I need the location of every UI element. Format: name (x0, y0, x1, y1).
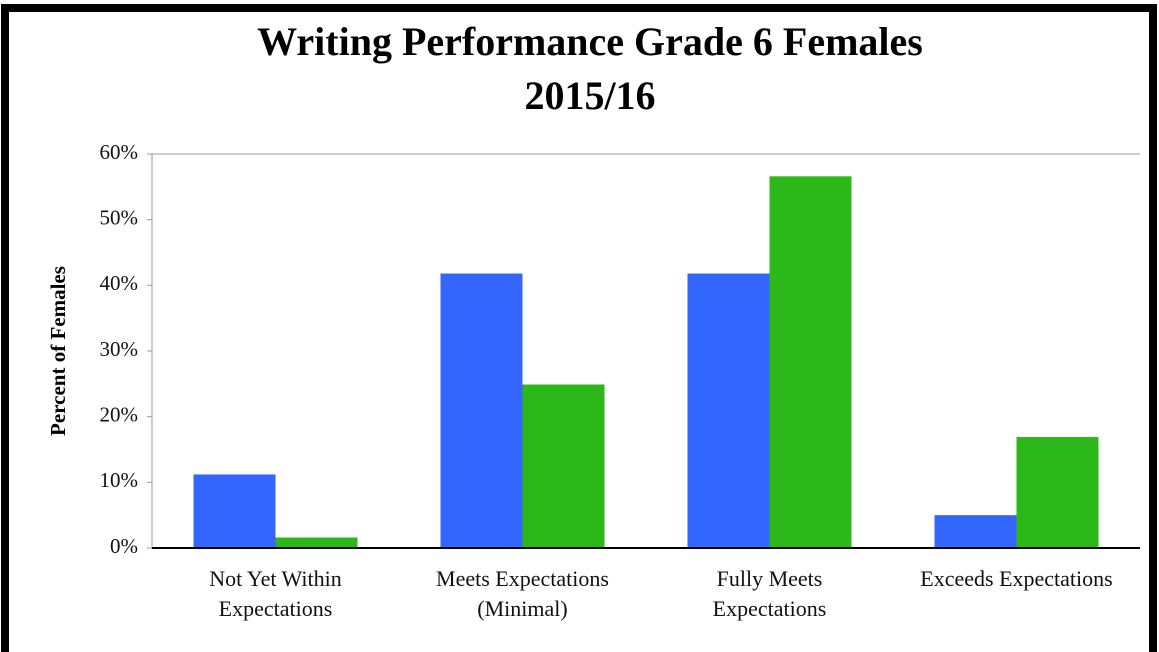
y-tick-label: 30% (100, 337, 139, 361)
bar (934, 515, 1017, 548)
y-axis-label: Percent of Females (46, 266, 70, 436)
y-tick-label: 20% (100, 402, 139, 426)
bar (440, 273, 523, 548)
bar (193, 474, 276, 548)
bar (1016, 437, 1099, 548)
x-tick-label: Not Yet Within Expectations (209, 566, 342, 621)
y-tick-label: 50% (100, 205, 139, 229)
chart-title: Writing Performance Grade 6 Females (257, 19, 923, 64)
x-tick-label: Exceeds Expectations (920, 566, 1113, 591)
bar (687, 273, 770, 548)
frame (1, 4, 1157, 652)
bar (769, 176, 852, 548)
y-tick-label: 10% (100, 468, 139, 492)
y-tick-label: 60% (100, 140, 139, 164)
x-tick-label: Meets Expectations (Minimal) (436, 566, 609, 621)
bar (275, 537, 358, 548)
y-tick-label: 40% (100, 271, 139, 295)
x-tick-label: Fully Meets Expectations (712, 566, 827, 621)
chart-title: 2015/16 (524, 73, 655, 118)
y-tick-label: 0% (110, 534, 138, 558)
bar (522, 384, 605, 548)
